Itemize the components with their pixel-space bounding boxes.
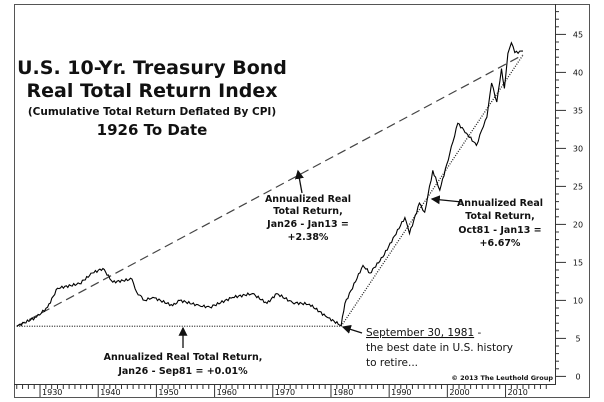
best-date-suffix: - <box>474 327 481 339</box>
best-date: September 30, 1981 <box>366 327 474 339</box>
annotation-line: Annualized Real Total Return, <box>104 352 263 363</box>
y-axis: 0 5 10 15 20 25 30 35 40 45 <box>555 11 583 381</box>
annotation-line: +6.67% <box>480 238 521 249</box>
y-tick-label: 40 <box>573 68 583 77</box>
dashed-trendline <box>16 54 524 327</box>
annotation-line: Annualized Real <box>457 198 543 209</box>
x-tick-label: 1950 <box>158 388 178 397</box>
y-tick-label: 25 <box>573 182 583 191</box>
y-tick-label: 35 <box>573 106 583 115</box>
y-tick-label: 10 <box>573 296 583 305</box>
x-tick-label: 1990 <box>391 388 411 397</box>
title-line-1: U.S. 10-Yr. Treasury Bond <box>17 57 287 79</box>
x-tick-label: 1930 <box>42 388 62 397</box>
annotation-line: +2.38% <box>288 232 329 243</box>
annotation-line: Oct81 - Jan13 = <box>458 225 541 236</box>
x-tick-label: 1960 <box>217 388 237 397</box>
y-tick-label: 20 <box>573 220 583 229</box>
annotation-line: September 30, 1981 - <box>366 327 481 339</box>
outer-frame <box>14 4 590 398</box>
x-tick-label: 1970 <box>275 388 295 397</box>
annotation-line: Jan26 - Sep81 = +0.01% <box>117 366 248 377</box>
annotation-line: Jan26 - Jan13 = <box>266 219 349 230</box>
arrow-best-date <box>341 325 363 334</box>
y-tick-label: 15 <box>573 258 583 267</box>
x-axis: 1930 1940 1950 1960 1970 1980 1990 2000 2010 <box>16 384 547 397</box>
annotation-line: the best date in U.S. history <box>366 342 513 354</box>
trendlines <box>16 54 524 327</box>
annotation-full-period: Annualized Real Total Return, Jan26 - Ja… <box>265 194 351 243</box>
x-tick-label: 2000 <box>449 388 469 397</box>
y-tick-label: 45 <box>573 30 583 39</box>
annotation-line: to retire... <box>366 357 418 369</box>
x-tick-label: 1980 <box>333 388 353 397</box>
y-tick-label: 5 <box>575 334 580 343</box>
arrow-full-period <box>294 169 304 194</box>
annotation-line: Total Return, <box>273 206 342 217</box>
subtitle: (Cumulative Total Return Deflated By CPI… <box>28 106 276 118</box>
annotation-line: Annualized Real <box>265 194 351 205</box>
y-tick-label: 0 <box>575 372 580 381</box>
annotation-pre-1981: Annualized Real Total Return, Jan26 - Se… <box>104 352 263 377</box>
y-tick-label: 30 <box>573 144 583 153</box>
subtitle-date: 1926 To Date <box>97 121 208 139</box>
series-line <box>16 41 524 327</box>
annotation-line: Total Return, <box>465 211 534 222</box>
x-tick-label: 2010 <box>508 388 528 397</box>
title-line-2: Real Total Return Index <box>27 80 278 102</box>
x-tick-label: 1940 <box>100 388 120 397</box>
annotation-best-date: September 30, 1981 - the best date in U.… <box>366 327 513 369</box>
copyright: © 2013 The Leuthold Group <box>451 374 553 382</box>
chart-title: U.S. 10-Yr. Treasury Bond Real Total Ret… <box>17 57 287 139</box>
annotation-post-1981: Annualized Real Total Return, Oct81 - Ja… <box>457 198 543 249</box>
arrow-post-1981 <box>430 195 463 205</box>
dotted-trendline <box>340 54 524 327</box>
